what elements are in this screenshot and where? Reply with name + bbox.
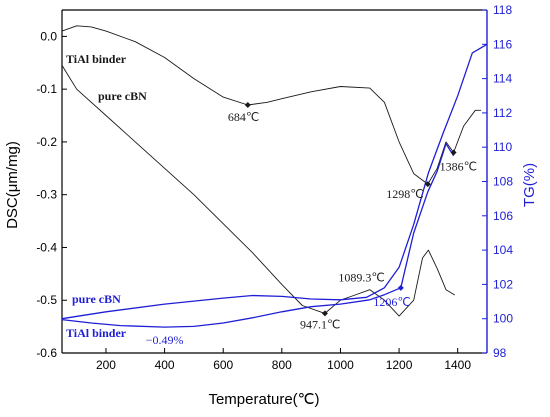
- y-right-tick-label: 118: [493, 3, 512, 17]
- annotation-marker: [244, 101, 251, 108]
- annotation-marker: [397, 284, 404, 291]
- label-pure-cbn-dsc: pure cBN: [98, 89, 147, 103]
- annotation-label: 1089.3℃: [338, 270, 384, 284]
- y-left-tick-label: -0.4: [36, 240, 57, 254]
- y-left-tick-label: -0.6: [36, 346, 57, 360]
- annotation-marker: [321, 310, 328, 317]
- axis-ticks: [62, 9, 487, 354]
- y-right-tick-label: 108: [493, 175, 513, 189]
- y-left-tick-label: -0.2: [36, 135, 57, 149]
- y-right-tick-label: 112: [493, 106, 512, 120]
- label-pure-cbn-tg: pure cBN: [72, 292, 121, 306]
- annotation-marker: [450, 149, 457, 156]
- y-left-tick-label: 0.0: [40, 29, 57, 43]
- series-line-tg-pure-cbn: [61, 43, 488, 320]
- x-tick-label: 800: [272, 358, 292, 372]
- y-left-tick-label: -0.1: [36, 82, 57, 96]
- x-tick-label: 400: [155, 358, 175, 372]
- annotation-label: 1206℃: [373, 295, 410, 309]
- label-tial-binder-tg: TiAl binder: [66, 326, 127, 340]
- y-left-axis-title: DSC(μm/mg): [4, 141, 21, 229]
- y-right-tick-label: 114: [493, 72, 512, 86]
- plot-frame: [61, 9, 488, 354]
- series-line-dsc-tial-binder: [61, 25, 482, 185]
- y-right-tick-label: 116: [493, 37, 512, 51]
- x-tick-label: 1400: [444, 358, 471, 372]
- y-right-tick-label: 98: [493, 346, 507, 360]
- label-tial-binder-dsc: TiAl binder: [66, 52, 127, 66]
- x-tick-label: 600: [213, 358, 233, 372]
- annotation-marker: [424, 181, 431, 188]
- x-tick-label: 1200: [386, 358, 413, 372]
- y-right-axis-title: TG(%): [521, 163, 538, 207]
- x-axis-title: Temperature(℃): [208, 391, 319, 408]
- y-right-tick-label: 104: [493, 243, 513, 257]
- series-line-tg-tial-binder: [61, 143, 455, 328]
- y-left-tick-label: -0.3: [36, 188, 57, 202]
- series-lines: [61, 25, 488, 328]
- y-left-tick-label: -0.5: [36, 293, 57, 307]
- annotation-label: 947.1℃: [300, 317, 340, 331]
- y-right-tick-label: 106: [493, 209, 513, 223]
- annotation-label: −0.49%: [146, 333, 184, 347]
- y-right-tick-label: 102: [493, 277, 513, 291]
- x-tick-label: 1000: [327, 358, 354, 372]
- x-tick-label: 200: [96, 358, 116, 372]
- series-line-dsc-pure-cbn: [61, 65, 456, 317]
- y-right-tick-label: 110: [493, 140, 512, 154]
- annotation-label: 1386℃: [440, 159, 477, 173]
- annotation-label: 1298℃: [386, 187, 423, 201]
- tick-labels: 200 400 600 800 1000 1200 1400 0.0 -0.1 -0.2 -0.3 -…: [36, 3, 513, 372]
- annotations: 684℃ 947.1℃ 1298℃ 1386℃ 1089.3℃ 1206℃ −0.49%: [146, 101, 477, 347]
- y-right-tick-label: 100: [493, 312, 513, 326]
- annotation-label: 684℃: [228, 110, 259, 124]
